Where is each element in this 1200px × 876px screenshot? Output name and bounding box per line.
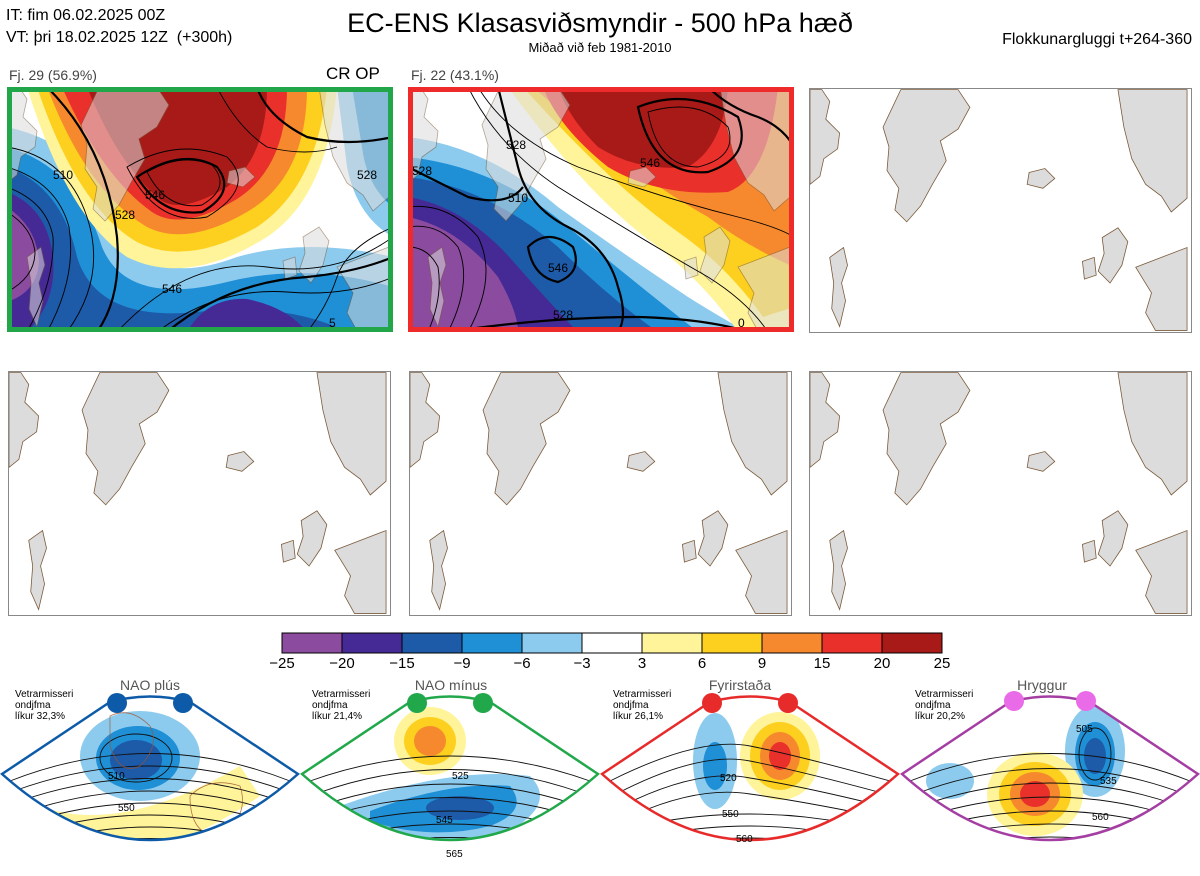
panel-1-label: Fj. 29 (56.9%) bbox=[9, 67, 97, 83]
colorbar-tick-label: −25 bbox=[269, 655, 295, 672]
header-left: IT: fim 06.02.2025 00Z VT: þri 18.02.202… bbox=[6, 5, 232, 49]
contour-label: 550 bbox=[722, 809, 739, 820]
contour-label: 560 bbox=[1092, 812, 1109, 823]
colorbar-segment bbox=[461, 632, 523, 654]
contour-label: 510 bbox=[508, 191, 528, 205]
contour-label: 528 bbox=[553, 308, 573, 322]
colorbar-tick-label: 6 bbox=[697, 655, 707, 672]
empty-map-4 bbox=[8, 371, 391, 616]
regime-dot bbox=[702, 693, 722, 713]
colorbar-tick-label: −3 bbox=[573, 655, 591, 672]
panel-1-frame bbox=[7, 87, 393, 332]
classification-window: Flokkunargluggi t+264-360 bbox=[1002, 31, 1192, 48]
contour-label: 565 bbox=[446, 849, 463, 860]
colorbar-tick-label: −15 bbox=[389, 655, 415, 672]
contour-label: 520 bbox=[720, 773, 737, 784]
colorbar-segment bbox=[641, 632, 703, 654]
colorbar-tick-label: 15 bbox=[813, 655, 831, 672]
colorbar-segment bbox=[521, 632, 583, 654]
contour-label: 528 bbox=[412, 164, 432, 178]
panel-2-label: Fj. 22 (43.1%) bbox=[411, 67, 499, 83]
colorbar-tick-label: 3 bbox=[637, 655, 647, 672]
valid-time: VT: þri 18.02.2025 12Z (+300h) bbox=[6, 29, 233, 46]
regime-map-nao-minus: 525 545 565 bbox=[299, 686, 601, 876]
regime-map-blocking: 520 550 560 bbox=[599, 686, 901, 876]
cluster-map-2: 528 546 510 528 546 528 0 bbox=[408, 87, 794, 332]
colorbar-tick-label: 9 bbox=[757, 655, 767, 672]
cluster-map-1: 510 528 546 528 546 5 bbox=[7, 87, 393, 332]
regime-dot bbox=[1076, 691, 1096, 711]
contour-label: 550 bbox=[118, 803, 135, 814]
colorbar-tick-label: −6 bbox=[513, 655, 531, 672]
page-subtitle: Miðað við feb 1981-2010 bbox=[528, 40, 672, 55]
contour-label: 528 bbox=[357, 168, 377, 182]
colorbar-segment bbox=[341, 632, 403, 654]
regime-note-nao-minus: Vetrarmisseri ondjfma líkur 21,4% bbox=[312, 689, 371, 722]
regime-title-nao-plus: NAO plús bbox=[120, 677, 180, 693]
regime-map-ridge: 505 535 560 bbox=[899, 686, 1200, 876]
contour-label: 505 bbox=[1076, 724, 1093, 735]
regime-dot bbox=[107, 693, 127, 713]
contour-label: 5 bbox=[329, 316, 336, 330]
colorbar bbox=[280, 632, 944, 659]
contour-label: 546 bbox=[145, 188, 165, 202]
regime-dot bbox=[173, 693, 193, 713]
colorbar-segment bbox=[401, 632, 463, 654]
colorbar-segment bbox=[821, 632, 883, 654]
colorbar-segment bbox=[761, 632, 823, 654]
regime-dot bbox=[778, 693, 798, 713]
regime-title-ridge: Hryggur bbox=[1017, 677, 1067, 693]
colorbar-tick-label: 25 bbox=[933, 655, 951, 672]
panel-1-tag: CR OP bbox=[326, 64, 380, 83]
colorbar-tick-label: −9 bbox=[453, 655, 471, 672]
contour-label: 510 bbox=[108, 771, 125, 782]
colorbar-segment bbox=[701, 632, 763, 654]
contour-label: 528 bbox=[506, 138, 526, 152]
regime-note-blocking: Vetrarmisseri ondjfma líkur 26,1% bbox=[613, 689, 672, 722]
colorbar-segment bbox=[281, 632, 343, 654]
colorbar-tick-label: −20 bbox=[329, 655, 355, 672]
contour-label: 535 bbox=[1100, 776, 1117, 787]
contour-label: 525 bbox=[452, 771, 469, 782]
page-title: EC-ENS Klasasviðsmyndir - 500 hPa hæð bbox=[347, 8, 853, 38]
contour-label: 560 bbox=[736, 834, 753, 845]
regime-dot bbox=[1004, 691, 1024, 711]
contour-label: 510 bbox=[53, 168, 73, 182]
regime-title-blocking: Fyrirstaða bbox=[708, 677, 772, 693]
empty-map-6 bbox=[809, 371, 1192, 616]
empty-map-3 bbox=[809, 88, 1192, 333]
regime-dot bbox=[407, 693, 427, 713]
regime-dot bbox=[473, 693, 493, 713]
contour-label: 546 bbox=[548, 261, 568, 275]
contour-label: 546 bbox=[640, 156, 660, 170]
regime-note-nao-plus: Vetrarmisseri ondjfma líkur 32,3% bbox=[15, 689, 74, 722]
init-time: IT: fim 06.02.2025 00Z bbox=[6, 7, 166, 24]
colorbar-segment bbox=[881, 632, 943, 654]
regime-map-nao-plus: 510 550 bbox=[0, 686, 301, 876]
regime-title-nao-minus: NAO mínus bbox=[414, 677, 488, 693]
colorbar-segment bbox=[581, 632, 643, 654]
contour-label: 545 bbox=[436, 815, 453, 826]
empty-map-5 bbox=[409, 371, 792, 616]
colorbar-tick-label: 20 bbox=[873, 655, 891, 672]
contour-label: 546 bbox=[162, 282, 182, 296]
contour-label: 0 bbox=[738, 316, 745, 330]
contour-label: 528 bbox=[115, 208, 135, 222]
regime-note-ridge: Vetrarmisseri ondjfma líkur 20,2% bbox=[915, 689, 974, 722]
panel-2-frame bbox=[408, 87, 794, 332]
